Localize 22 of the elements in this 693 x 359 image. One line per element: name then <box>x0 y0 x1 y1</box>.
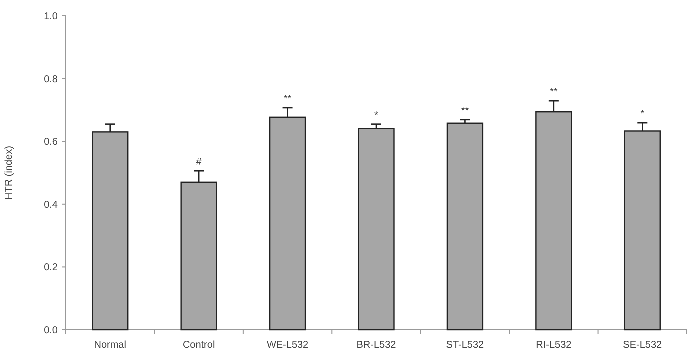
y-tick-label: 0.2 <box>44 262 58 274</box>
y-tick-label: 0.4 <box>44 200 58 211</box>
y-tick-label: 0.6 <box>44 137 58 148</box>
x-tick-label: WE-L532 <box>266 340 310 351</box>
annotation: ** <box>284 94 292 105</box>
annotation: * <box>640 109 645 120</box>
y-axis-title: HTR (index) <box>4 146 15 200</box>
x-tick-label: SE-L532 <box>623 340 663 351</box>
annotation: # <box>196 157 202 168</box>
bar <box>446 122 484 331</box>
x-tick-label: ST-L532 <box>446 340 485 351</box>
bar <box>358 128 395 331</box>
annotation: ** <box>550 87 558 98</box>
y-tick-label: 0.0 <box>44 326 58 336</box>
y-tick-label: 1.0 <box>44 12 58 22</box>
x-tick-label: RI-L532 <box>536 340 572 351</box>
annotation: * <box>374 110 379 122</box>
x-tick-label: Normal <box>94 340 126 351</box>
y-tick-label: 0.8 <box>44 74 58 86</box>
x-tick-label: Control <box>182 340 216 351</box>
x-tick-label: BR-L532 <box>356 340 397 351</box>
annotation: ** <box>461 106 470 117</box>
